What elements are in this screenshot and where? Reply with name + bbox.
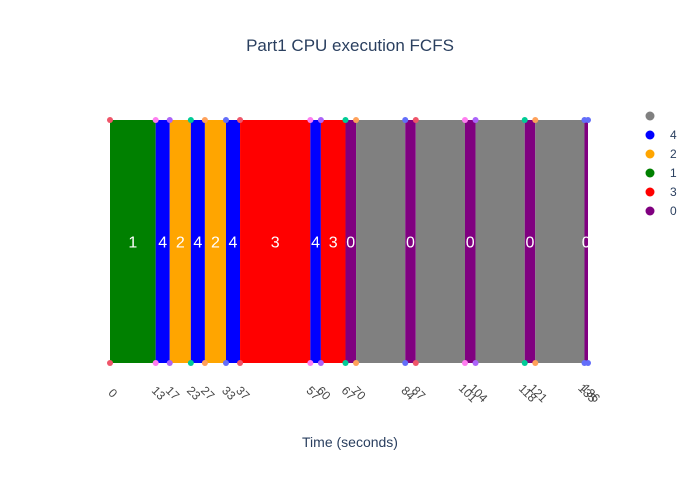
legend-label: 2 [670, 147, 677, 161]
segment-bar [190, 120, 205, 363]
segment-bar [524, 120, 536, 363]
segment-label: 4 [193, 235, 202, 252]
segment-marker [461, 117, 468, 123]
segment-bar [110, 120, 156, 363]
segment-marker [237, 117, 244, 123]
legend-marker[interactable] [645, 149, 655, 159]
segment-marker [402, 117, 409, 123]
segment-label: 4 [158, 235, 167, 252]
segment-bar [415, 120, 465, 363]
segment-bar [535, 120, 585, 363]
segment-marker [201, 360, 208, 366]
x-tick-label: 37 [233, 383, 253, 403]
segment-bar [320, 120, 346, 363]
markers-layer [107, 117, 591, 366]
segment-marker [222, 117, 229, 123]
segment-marker [166, 360, 173, 366]
segment-label: 2 [176, 235, 185, 252]
segment-label: 0 [346, 235, 355, 252]
legend-label: 1 [670, 166, 677, 180]
legend: 4 2 1 3 0 [645, 111, 677, 218]
segment-bar [356, 120, 406, 363]
segment-marker [237, 360, 244, 366]
segment-marker [342, 360, 349, 366]
segment-bar [155, 120, 170, 363]
chart-title: Part1 CPU execution FCFS [246, 36, 454, 55]
x-tick-label: 17 [163, 383, 183, 403]
segment-bar [240, 120, 311, 363]
segment-marker [353, 360, 360, 366]
segment-marker [472, 117, 479, 123]
segment-marker [107, 117, 113, 123]
segment-marker [187, 117, 194, 123]
segment-marker [152, 117, 159, 123]
segment-marker [166, 117, 173, 123]
segment-marker [201, 117, 208, 123]
segment-marker [222, 360, 229, 366]
segment-label: 0 [582, 235, 591, 252]
segment-marker [307, 117, 314, 123]
legend-marker[interactable] [645, 111, 655, 121]
segment-bar [405, 120, 416, 363]
segment-bar [225, 120, 241, 363]
segment-marker [532, 117, 539, 123]
segment-marker [472, 360, 479, 366]
segment-label: 2 [211, 235, 220, 252]
legend-marker[interactable] [645, 187, 655, 197]
segment-label: 3 [329, 235, 338, 252]
segment-label: 3 [271, 235, 280, 252]
segment-marker [307, 360, 314, 366]
segment-marker [152, 360, 159, 366]
legend-marker[interactable] [645, 168, 655, 178]
segment-label: 0 [526, 235, 535, 252]
x-tick-label: 0 [106, 386, 121, 401]
segment-marker [585, 360, 591, 366]
segment-bar [475, 120, 525, 363]
segment-bar [584, 120, 588, 363]
segment-label: 4 [229, 235, 238, 252]
legend-label: 4 [670, 128, 677, 142]
segment-label: 4 [311, 235, 320, 252]
segment-marker [461, 360, 468, 366]
segment-marker [521, 117, 528, 123]
segment-marker [585, 117, 591, 123]
segment-bar [464, 120, 476, 363]
segment-marker [412, 117, 419, 123]
segment-label: 1 [128, 235, 137, 252]
segment-marker [412, 360, 419, 366]
segment-marker [402, 360, 409, 366]
segment-marker [107, 360, 113, 366]
segment-bar [310, 120, 321, 363]
segment-bar [345, 120, 357, 363]
segment-marker [521, 360, 528, 366]
segment-marker [317, 117, 324, 123]
legend-label: 0 [670, 204, 677, 218]
legend-marker[interactable] [645, 130, 655, 140]
x-axis-label: Time (seconds) [302, 434, 398, 450]
segment-label: 0 [466, 235, 475, 252]
segment-marker [187, 360, 194, 366]
segment-marker [532, 360, 539, 366]
segment-label: 0 [406, 235, 415, 252]
segment-marker [317, 360, 324, 366]
segment-marker [342, 117, 349, 123]
segment-bar [204, 120, 226, 363]
segment-bar [169, 120, 191, 363]
legend-label: 3 [670, 185, 677, 199]
segment-marker [353, 117, 360, 123]
x-tick-label: 27 [198, 383, 218, 403]
legend-marker[interactable] [645, 206, 655, 216]
